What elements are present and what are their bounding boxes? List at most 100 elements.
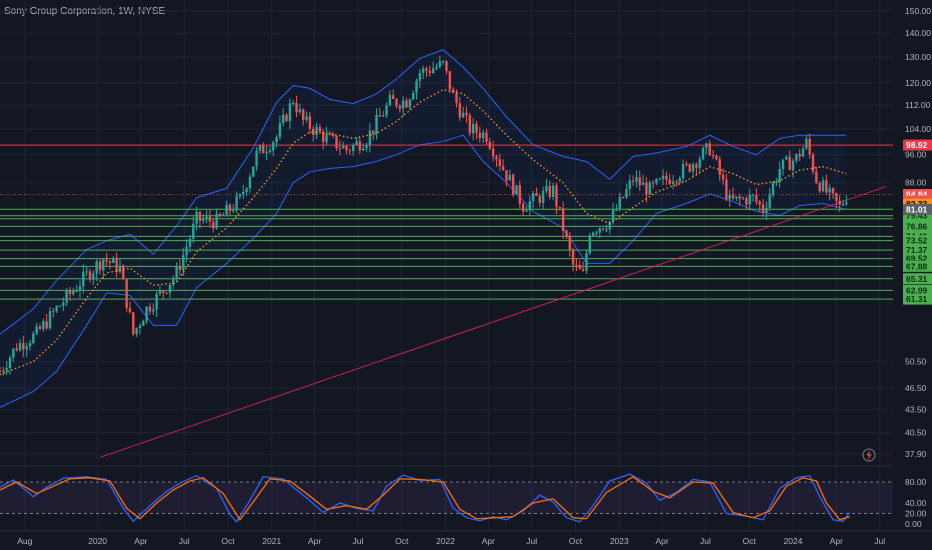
candle-body	[265, 151, 268, 154]
candle-body	[152, 309, 155, 312]
candle-body	[375, 115, 378, 134]
candle-body	[715, 155, 718, 160]
candle-body	[631, 180, 635, 182]
candle-body	[132, 312, 135, 335]
horizontal-levels	[0, 144, 893, 300]
candle-body	[491, 148, 495, 157]
level-tag-label: 69.52	[906, 254, 928, 264]
price-tag-label: 84.84	[906, 190, 928, 200]
level-tag-label: 61.31	[906, 294, 928, 304]
candle-body	[515, 185, 518, 195]
ema-20-line	[0, 88, 847, 376]
candle-body	[218, 213, 222, 216]
candlesticks	[0, 55, 848, 376]
price-tick-label: 150.00	[905, 6, 931, 16]
candle-body	[155, 293, 158, 310]
candle-body	[268, 150, 272, 152]
candle-body	[125, 279, 128, 308]
lightning-icon-bolt	[866, 450, 872, 460]
candle-body	[115, 258, 118, 272]
candle-body	[531, 193, 535, 202]
candle-body	[0, 371, 2, 373]
candle-body	[172, 278, 175, 285]
candle-body	[711, 155, 715, 157]
time-tick-label: Oct	[743, 536, 757, 546]
candle-body	[28, 343, 32, 347]
candle-body	[215, 213, 218, 229]
candle-body	[45, 321, 48, 329]
candle-body	[275, 136, 278, 143]
candle-body	[615, 209, 618, 211]
candle-body	[471, 123, 475, 134]
candle-body	[595, 232, 598, 234]
candle-body	[705, 143, 708, 148]
time-tick-label: Oct	[569, 536, 583, 546]
candle-body	[511, 174, 515, 195]
candle-body	[198, 211, 202, 221]
candle-body	[232, 210, 235, 212]
candle-body	[458, 103, 462, 118]
candle-body	[208, 216, 212, 222]
price-tick-label: 46.50	[905, 383, 927, 393]
time-tick-label: Apr	[134, 536, 147, 546]
candle-body	[538, 195, 541, 203]
candle-body	[528, 201, 532, 211]
price-tick-label: 104.00	[905, 124, 931, 134]
candle-body	[598, 228, 601, 233]
candle-body	[838, 200, 841, 205]
candle-body	[688, 164, 691, 172]
candle-body	[118, 265, 122, 272]
price-tick-label: 37.90	[905, 449, 927, 459]
candle-body	[75, 290, 78, 292]
time-tick-label: Aug	[17, 536, 32, 546]
time-tick-label: Oct	[395, 536, 409, 546]
price-tick-label: 130.00	[905, 52, 931, 62]
price-tick-label: 96.00	[905, 150, 927, 160]
candle-body	[25, 346, 28, 350]
lightning-icon[interactable]	[862, 448, 876, 462]
candle-body	[668, 179, 671, 184]
candle-body	[318, 127, 322, 132]
level-tag-bg	[903, 293, 932, 305]
candle-body	[68, 290, 72, 294]
time-tick-label: Apr	[830, 536, 843, 546]
candle-body	[145, 306, 148, 321]
candle-body	[815, 171, 818, 184]
candle-body	[165, 292, 168, 294]
candle-body	[501, 165, 505, 171]
lightning-icon-ring	[862, 448, 876, 462]
candle-body	[778, 168, 781, 182]
candle-body	[755, 194, 758, 202]
candle-body	[242, 191, 245, 195]
time-tick-label: Jul	[353, 536, 364, 546]
candle-body	[322, 131, 325, 142]
level-tag-bg	[903, 210, 932, 222]
candle-body	[48, 311, 52, 329]
candle-body	[348, 150, 352, 152]
level-tag-bg	[903, 260, 932, 272]
candle-body	[42, 321, 45, 330]
candle-body	[162, 290, 165, 293]
candle-body	[235, 196, 238, 211]
trendline[interactable]	[99, 185, 887, 458]
candle-body	[761, 204, 765, 213]
candle-body	[365, 145, 368, 149]
candle-body	[435, 66, 438, 69]
stoch-tick-label: 20.00	[905, 509, 927, 519]
candle-body	[312, 128, 315, 135]
price-tag-bg	[903, 189, 932, 201]
candle-body	[228, 204, 232, 211]
time-tick-label: Apr	[308, 536, 321, 546]
time-tick-label: Jul	[179, 536, 190, 546]
candle-body	[725, 179, 728, 200]
candle-body	[335, 135, 338, 149]
candle-body	[551, 185, 555, 198]
candle-body	[681, 163, 685, 179]
candle-body	[428, 70, 432, 73]
candle-body	[575, 264, 578, 266]
candle-body	[178, 266, 182, 271]
candle-body	[481, 132, 485, 139]
candle-body	[698, 159, 701, 168]
